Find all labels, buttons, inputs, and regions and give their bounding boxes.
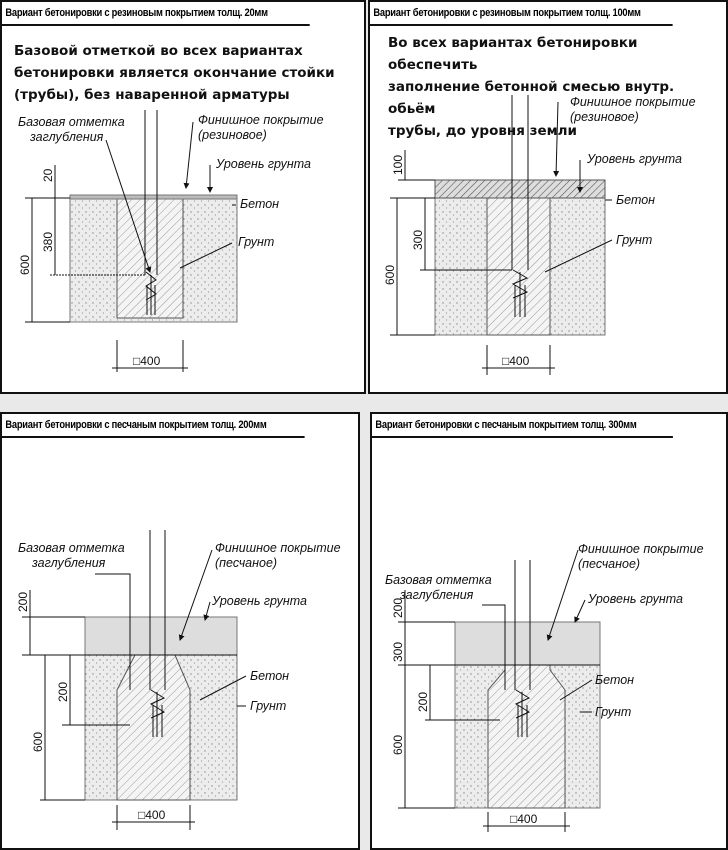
- labels-sand-200: Базовая отметка заглубления Финишное пок…: [16, 541, 341, 822]
- panel-title: Вариант бетонировки с песчаным покрытием…: [372, 414, 673, 438]
- note-line: бетонировки является окончание стойки: [14, 65, 335, 81]
- label-base: Базовая отметка: [18, 115, 125, 129]
- panel-title: Вариант бетонировки с песчаным покрытием…: [2, 414, 305, 438]
- dim-400: □400: [133, 354, 161, 368]
- label-soil: Грунт: [595, 705, 631, 719]
- drawing-rubber-20: [25, 110, 238, 372]
- labels-rubber-100: Финишное покрытие (резиновое) Уровень гр…: [383, 95, 696, 368]
- dim-200: 200: [416, 692, 430, 712]
- panel-title: Вариант бетонировки с резиновым покрытие…: [370, 2, 673, 26]
- dim-600: 600: [18, 255, 32, 275]
- label-finish: (песчаное): [578, 557, 640, 571]
- rubber-layer: [69, 194, 238, 200]
- label-concrete: Бетон: [595, 673, 634, 687]
- label-ground: Уровень грунта: [211, 594, 307, 608]
- sand-layer: [84, 616, 238, 656]
- drawing-sand-200: [22, 530, 247, 830]
- concrete-column: [486, 197, 551, 336]
- rubber-layer: [434, 179, 606, 199]
- drawing-rubber-100: [390, 95, 613, 375]
- panel-title: Вариант бетонировки с резиновым покрытие…: [2, 2, 310, 26]
- label-base: заглубления: [31, 556, 106, 570]
- dim-200: 200: [16, 592, 30, 612]
- dim-100: 100: [391, 155, 405, 175]
- note-line: трубы, до уровня земли: [388, 123, 577, 139]
- dim-20: 20: [41, 168, 55, 182]
- label-ground: Уровень грунта: [587, 592, 683, 606]
- label-base: заглубления: [29, 130, 104, 144]
- dim-300: 300: [411, 230, 425, 250]
- label-ground: Уровень грунта: [586, 152, 682, 166]
- dim-400: □400: [502, 354, 530, 368]
- label-soil: Грунт: [250, 699, 286, 713]
- note-line: (трубы), без наваренной арматуры: [14, 87, 290, 103]
- label-base: Базовая отметка: [18, 541, 125, 555]
- label-finish: (резиновое): [570, 110, 639, 124]
- dim-380: 380: [41, 232, 55, 252]
- panel-note: Базовой отметкой во всех вариантах бетон…: [14, 40, 335, 106]
- label-concrete: Бетон: [240, 197, 279, 211]
- label-concrete: Бетон: [250, 669, 289, 683]
- label-ground: Уровень грунта: [215, 157, 311, 171]
- dim-400: □400: [510, 812, 538, 826]
- label-finish: Финишное покрытие: [570, 95, 696, 109]
- label-finish: Финишное покрытие: [198, 113, 324, 127]
- dim-600: 600: [391, 735, 405, 755]
- dim-600: 600: [31, 732, 45, 752]
- label-finish: (песчаное): [215, 556, 277, 570]
- labels-sand-300: Базовая отметка заглубления Финишное пок…: [385, 542, 704, 826]
- note-line: заполнение бетонной смесью внутр. обьём: [388, 79, 675, 117]
- dim-400: □400: [138, 808, 166, 822]
- concrete-column: [116, 197, 184, 319]
- label-base: Базовая отметка: [385, 573, 492, 587]
- sand-layer: [454, 621, 601, 666]
- dim-200: 200: [391, 598, 405, 618]
- label-concrete: Бетон: [616, 193, 655, 207]
- panel-note: Во всех вариантах бетонировки обеспечить…: [388, 32, 726, 142]
- label-soil: Грунт: [238, 235, 274, 249]
- dim-200: 200: [56, 682, 70, 702]
- note-line: Базовой отметкой во всех вариантах: [14, 43, 303, 59]
- note-line: Во всех вариантах бетонировки обеспечить: [388, 35, 638, 73]
- drawing-sand-300: [398, 549, 601, 832]
- labels-rubber-20: Базовая отметка заглубления Финишное пок…: [18, 113, 324, 368]
- label-finish: Финишное покрытие: [215, 541, 341, 555]
- dim-600: 600: [383, 265, 397, 285]
- dim-300: 300: [391, 642, 405, 662]
- label-finish: (резиновое): [198, 128, 267, 142]
- label-finish: Финишное покрытие: [578, 542, 704, 556]
- label-soil: Грунт: [616, 233, 652, 247]
- label-base: заглубления: [399, 588, 474, 602]
